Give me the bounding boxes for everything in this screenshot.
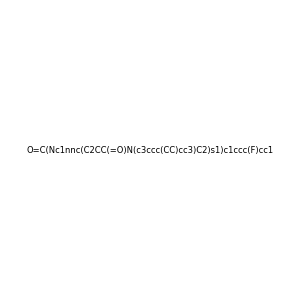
Text: O=C(Nc1nnc(C2CC(=O)N(c3ccc(CC)cc3)C2)s1)c1ccc(F)cc1: O=C(Nc1nnc(C2CC(=O)N(c3ccc(CC)cc3)C2)s1)… bbox=[26, 146, 274, 154]
